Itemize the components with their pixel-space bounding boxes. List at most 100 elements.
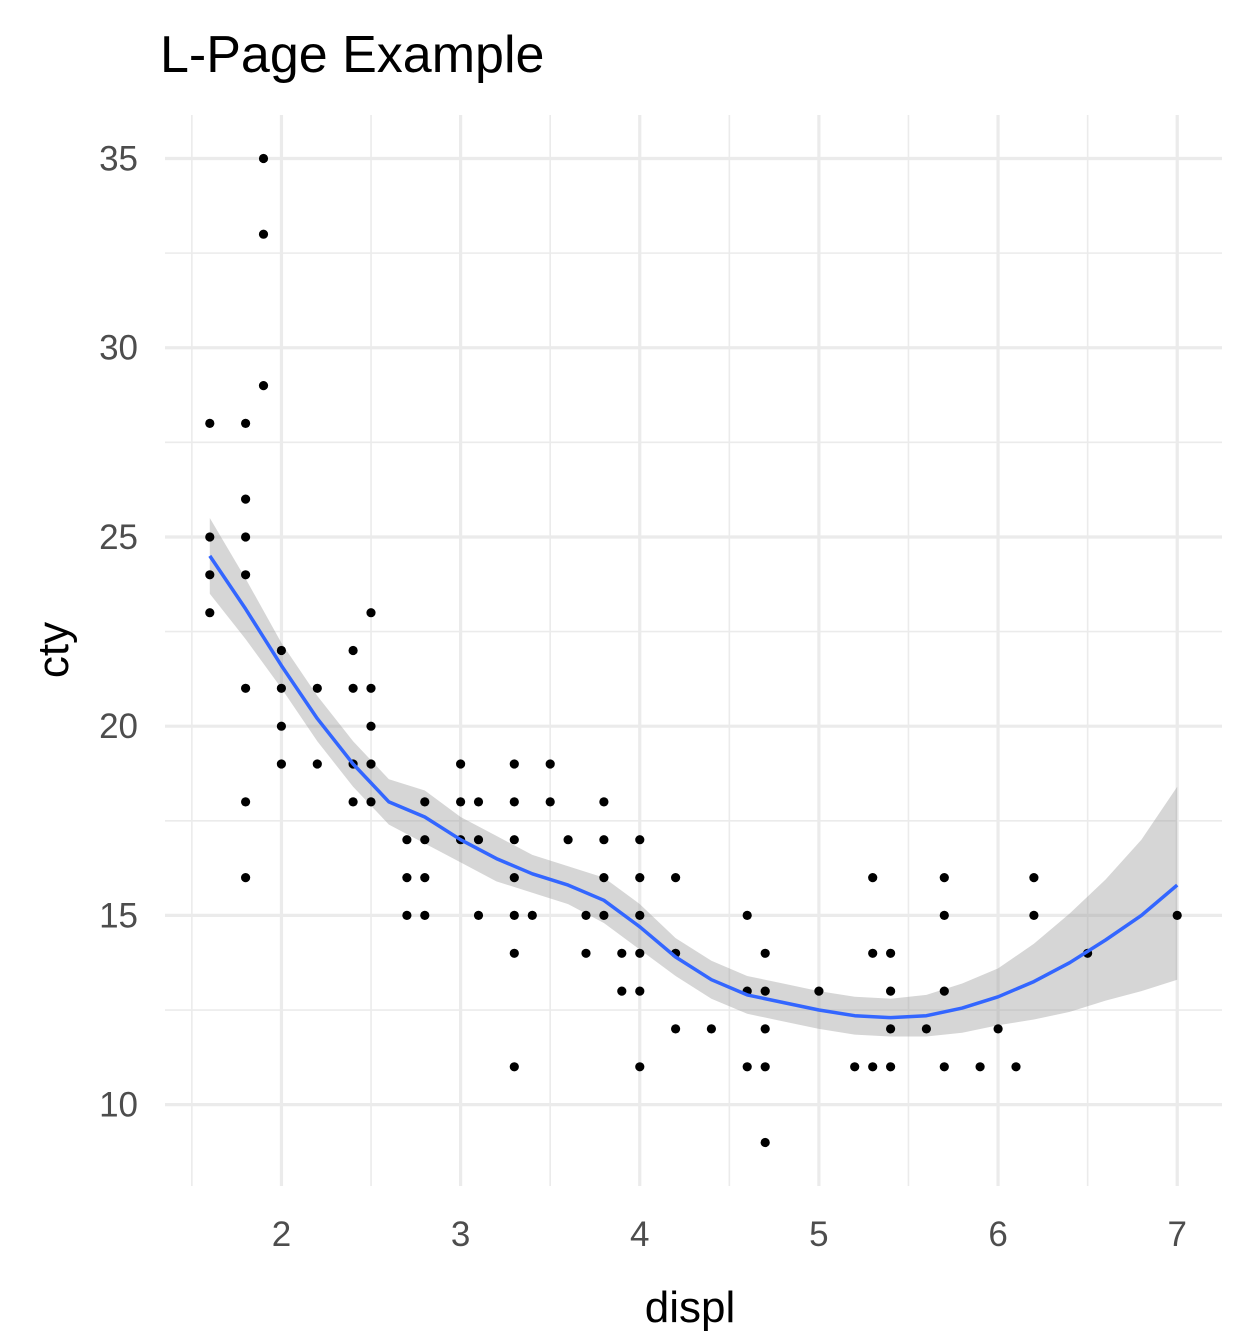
y-tick-label: 35 [99, 140, 138, 179]
data-point [509, 910, 519, 921]
smooth-line [208, 554, 1179, 1020]
data-point [599, 835, 609, 845]
data-point [1011, 1062, 1021, 1072]
data-point [205, 418, 215, 428]
data-point [635, 873, 645, 883]
y-axis-title: cty [29, 622, 78, 678]
data-point [671, 873, 681, 883]
data-point [742, 1062, 752, 1072]
data-point [742, 910, 752, 921]
data-point [635, 986, 645, 996]
data-point [617, 948, 627, 958]
data-point [402, 835, 412, 845]
data-point [473, 797, 484, 807]
data-point [975, 1062, 985, 1072]
data-point [509, 797, 519, 807]
x-tick-label: 3 [451, 1215, 470, 1254]
x-tick-label: 4 [630, 1215, 649, 1254]
data-point [509, 948, 519, 958]
data-point [706, 1024, 717, 1034]
data-point [635, 948, 645, 958]
data-point [366, 721, 376, 731]
data-point [581, 910, 591, 921]
data-point [366, 608, 376, 618]
data-point [205, 532, 215, 542]
x-tick-label: 2 [272, 1215, 291, 1254]
smooth-line-layer [208, 554, 1179, 1020]
data-point [635, 910, 645, 921]
data-point [886, 1024, 896, 1034]
data-point [760, 1024, 770, 1034]
data-point [473, 910, 484, 921]
data-point [671, 1024, 681, 1034]
data-point [312, 683, 322, 693]
data-point [545, 797, 555, 807]
data-point [509, 759, 519, 769]
grid [165, 115, 1222, 1186]
data-point [509, 873, 519, 883]
x-tick-label: 5 [809, 1215, 828, 1254]
data-point [509, 1062, 519, 1072]
x-tick-label: 7 [1167, 1215, 1186, 1254]
data-point [241, 494, 251, 504]
data-point [420, 910, 430, 921]
data-point [939, 986, 949, 996]
data-point [1172, 910, 1182, 921]
data-point [635, 835, 645, 845]
y-tick-label: 20 [99, 707, 138, 746]
data-points [205, 153, 1182, 1148]
data-point [939, 873, 949, 883]
data-point [886, 986, 896, 996]
y-tick-label: 25 [99, 518, 138, 557]
data-point [1029, 873, 1039, 883]
data-point [241, 532, 251, 542]
data-point [921, 1024, 932, 1034]
data-point [366, 759, 376, 769]
data-point [473, 835, 484, 845]
data-point [1029, 910, 1039, 921]
y-tick-label: 30 [99, 329, 138, 368]
data-point [276, 721, 286, 731]
data-point [617, 986, 627, 996]
data-point [456, 797, 466, 807]
confidence-ribbon-layer [209, 518, 1178, 1037]
data-point [402, 910, 412, 921]
x-axis-title: displ [645, 1283, 736, 1332]
data-point [205, 608, 215, 618]
data-point [276, 645, 286, 656]
data-point [241, 570, 251, 580]
data-point [760, 1062, 770, 1072]
data-point [993, 1024, 1003, 1034]
data-point [241, 418, 251, 428]
data-point [760, 986, 770, 996]
data-point [760, 1137, 770, 1148]
data-point [348, 645, 358, 656]
y-tick-label: 10 [99, 1086, 138, 1125]
data-point [241, 797, 251, 807]
data-point [599, 910, 609, 921]
data-point [420, 797, 430, 807]
data-point [635, 1062, 645, 1072]
y-tick-label: 15 [99, 896, 138, 935]
data-point [527, 910, 537, 921]
data-point [258, 153, 269, 164]
data-point [545, 759, 555, 769]
confidence-ribbon [209, 518, 1178, 1037]
data-point [599, 797, 609, 807]
data-point [402, 873, 412, 883]
x-axis-tick-labels: 2 3 4 5 6 7 [272, 1215, 1187, 1254]
data-point [868, 1062, 878, 1072]
data-point [241, 873, 251, 883]
data-point [868, 948, 878, 958]
data-point [420, 873, 430, 883]
data-point [258, 229, 269, 239]
y-axis-tick-labels: 10 15 20 25 30 35 [99, 140, 138, 1125]
data-point [563, 835, 573, 845]
data-point [312, 759, 322, 769]
data-point [886, 1062, 896, 1072]
data-point [276, 683, 286, 693]
data-point [366, 797, 376, 807]
data-point [258, 381, 269, 391]
data-point [276, 759, 286, 769]
